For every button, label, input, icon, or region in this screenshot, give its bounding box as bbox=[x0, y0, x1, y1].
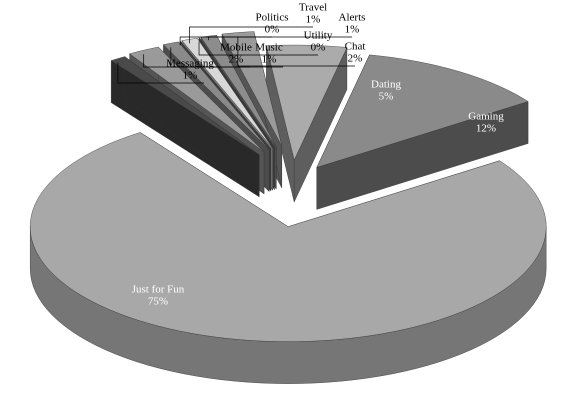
slice-label: Gaming bbox=[468, 111, 504, 123]
leader-line bbox=[237, 36, 355, 67]
leader-line bbox=[189, 26, 313, 44]
slice-label: Politics bbox=[255, 12, 288, 24]
slice bbox=[266, 44, 348, 203]
slice-top bbox=[198, 37, 275, 148]
slice-top bbox=[162, 41, 270, 150]
slice-value-label: 0% bbox=[265, 24, 280, 36]
slice-top bbox=[110, 56, 260, 155]
slice-label: Chat bbox=[345, 41, 366, 53]
slice-top bbox=[29, 132, 547, 342]
slice-label: Messaging bbox=[166, 58, 214, 70]
slice bbox=[29, 132, 547, 384]
slice-label: Alerts bbox=[339, 12, 366, 24]
slice-label: Mobile bbox=[220, 42, 252, 54]
leader-line bbox=[208, 36, 352, 41]
slice-label: Music bbox=[255, 42, 283, 54]
slice-value-label: 75% bbox=[148, 296, 168, 308]
slice-top bbox=[129, 46, 265, 153]
slice bbox=[316, 54, 529, 210]
leader-line bbox=[170, 47, 283, 68]
slice-value-label: 12% bbox=[476, 123, 496, 135]
slice bbox=[110, 56, 260, 198]
slice-label: Dating bbox=[371, 79, 401, 91]
slice-value-label: 1% bbox=[262, 54, 277, 66]
slice-value-label: 2% bbox=[229, 54, 244, 66]
slice-value-label: 1% bbox=[183, 70, 198, 82]
slice-label: Utility bbox=[304, 30, 333, 42]
leader-line bbox=[198, 41, 318, 56]
slice-value-label: 2% bbox=[348, 53, 363, 65]
slice-top bbox=[316, 54, 529, 168]
slice-top bbox=[266, 44, 348, 161]
slice-value-label: 5% bbox=[379, 91, 394, 103]
slice-value-label: 1% bbox=[345, 24, 360, 36]
slice-label: Travel bbox=[299, 2, 327, 14]
slice-value-label: 0% bbox=[311, 42, 326, 54]
leader-line bbox=[117, 62, 204, 84]
slice-top bbox=[221, 31, 282, 146]
slice-label: Just for Fun bbox=[132, 284, 185, 296]
slice-value-label: 1% bbox=[306, 14, 321, 26]
